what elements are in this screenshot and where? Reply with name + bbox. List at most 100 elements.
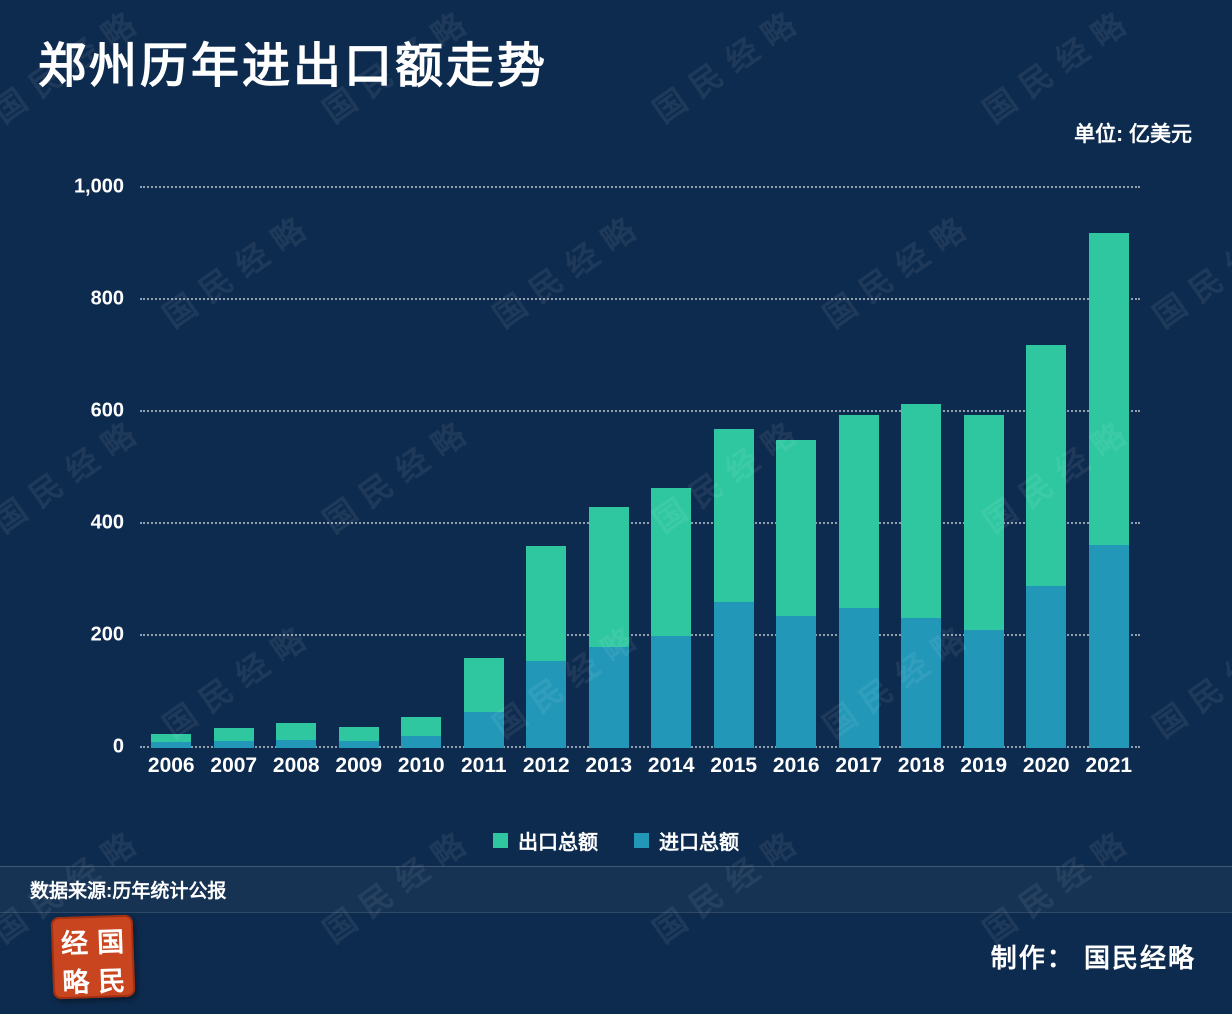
bar-segment-export-2010 — [401, 717, 442, 736]
bar-2010 — [401, 717, 442, 748]
legend-item-export: 出口总额 — [493, 826, 598, 855]
x-axis: 2006 2007 2008 2009 2010 2011 2012 2013 2014 2015… — [140, 754, 1140, 778]
bar-slot-2007 — [203, 188, 266, 748]
watermark: 国民经略 — [0, 409, 152, 540]
logo-seal: 经 国 略 民 — [50, 914, 136, 1000]
bar-segment-import-2006 — [151, 742, 192, 748]
x-axis-label-2006: 2006 — [147, 754, 195, 777]
bar-2006 — [151, 734, 192, 748]
seal-char: 经 — [60, 928, 89, 961]
bar-slot-2016 — [765, 188, 828, 748]
x-axis-label-2020: 2020 — [1022, 754, 1070, 777]
bar-segment-export-2009 — [338, 726, 379, 741]
bar-segment-export-2019 — [963, 414, 1004, 631]
bar-slot-2015 — [703, 188, 766, 748]
gridline-400: 400 — [91, 511, 1140, 533]
bar-slot-2012 — [515, 188, 578, 748]
bar-slot-2013 — [578, 188, 641, 748]
bar-segment-import-2019 — [963, 630, 1004, 748]
bar-segment-export-2016 — [776, 440, 817, 617]
seal-char: 民 — [97, 965, 126, 998]
bar-segment-export-2021 — [1088, 232, 1129, 546]
bar-2008 — [276, 722, 317, 748]
watermark: 国民经略 — [976, 0, 1142, 130]
bar-segment-export-2011 — [463, 658, 504, 712]
bar-2020 — [1026, 344, 1067, 748]
watermark: 国民经略 — [646, 0, 812, 130]
watermark: 国民经略 — [1146, 614, 1232, 745]
bar-2013 — [588, 507, 629, 748]
bar-segment-import-2016 — [776, 616, 817, 748]
x-axis-label-2013: 2013 — [585, 754, 633, 777]
chart-plot-area: 0 200 400 600 800 1,000 — [74, 175, 1140, 757]
bar-2017 — [838, 414, 879, 748]
bar-slot-2011 — [453, 188, 516, 748]
bar-slot-2014 — [640, 188, 703, 748]
gridline-200: 200 — [91, 623, 1140, 645]
bar-segment-import-2021 — [1088, 545, 1129, 748]
seal-char: 略 — [61, 967, 90, 1000]
bar-segment-import-2012 — [526, 661, 567, 748]
gridline-600: 600 — [91, 399, 1140, 421]
bar-segment-export-2015 — [713, 428, 754, 603]
credit-text: 制作： 国民经略 — [990, 943, 1196, 973]
bar-segment-import-2015 — [713, 602, 754, 748]
gridline-0: 0 — [113, 735, 1140, 757]
watermark: 国民经略 — [1146, 204, 1232, 335]
bar-2015 — [713, 428, 754, 748]
x-axis-label-2016: 2016 — [772, 754, 820, 777]
bar-slot-2009 — [328, 188, 391, 748]
bar-segment-export-2018 — [901, 403, 942, 619]
legend-swatch-import — [634, 833, 649, 848]
bar-segment-export-2017 — [838, 414, 879, 608]
legend-label: 进口总额 — [659, 832, 739, 854]
bar-segment-export-2013 — [588, 507, 629, 648]
bar-2016 — [776, 440, 817, 748]
bar-segment-import-2008 — [276, 739, 317, 748]
bar-2012 — [526, 546, 567, 748]
x-axis-label-2017: 2017 — [835, 754, 883, 777]
legend-label: 出口总额 — [518, 832, 598, 854]
bar-segment-import-2018 — [901, 618, 942, 748]
x-axis-label-2021: 2021 — [1085, 754, 1133, 777]
y-axis-tick-label: 200 — [90, 623, 124, 646]
bar-segment-import-2013 — [588, 647, 629, 748]
bar-2007 — [213, 728, 254, 748]
y-axis-tick-label: 0 — [112, 735, 124, 758]
bar-segment-export-2006 — [151, 734, 192, 743]
y-axis-tick-label: 400 — [90, 511, 124, 534]
bar-segment-import-2020 — [1026, 585, 1067, 748]
x-axis-label-2009: 2009 — [335, 754, 383, 777]
bar-2021 — [1088, 232, 1129, 748]
x-axis-label-2018: 2018 — [897, 754, 945, 777]
bar-segment-export-2012 — [526, 546, 567, 662]
legend-item-import: 进口总额 — [634, 826, 739, 855]
bar-slot-2021 — [1078, 188, 1141, 748]
bar-slot-2006 — [140, 188, 203, 748]
x-axis-label-2008: 2008 — [272, 754, 320, 777]
bar-segment-export-2007 — [213, 728, 254, 742]
bar-segment-import-2014 — [651, 636, 692, 748]
legend: 出口总额 进口总额 — [0, 826, 1232, 855]
seal-char: 国 — [96, 926, 125, 959]
bar-2014 — [651, 487, 692, 748]
x-axis-label-2012: 2012 — [522, 754, 570, 777]
bar-segment-export-2014 — [651, 487, 692, 636]
bar-segment-import-2009 — [338, 740, 379, 748]
x-axis-label-2019: 2019 — [960, 754, 1008, 777]
bar-slot-2019 — [953, 188, 1016, 748]
bars-container — [140, 188, 1140, 748]
x-axis-label-2010: 2010 — [397, 754, 445, 777]
bar-slot-2008 — [265, 188, 328, 748]
gridline-800: 800 — [91, 287, 1140, 309]
page-title: 郑州历年进出口额走势 — [38, 40, 549, 93]
x-axis-label-2014: 2014 — [647, 754, 695, 777]
data-source: 数据来源:历年统计公报 — [0, 866, 1232, 913]
y-axis-tick-label: 600 — [90, 399, 124, 422]
y-axis-tick-label: 800 — [90, 287, 124, 310]
bar-segment-import-2010 — [401, 735, 442, 748]
gridline-1000: 1,000 — [74, 175, 1140, 197]
y-axis-tick-label: 1,000 — [73, 175, 124, 198]
bar-slot-2010 — [390, 188, 453, 748]
